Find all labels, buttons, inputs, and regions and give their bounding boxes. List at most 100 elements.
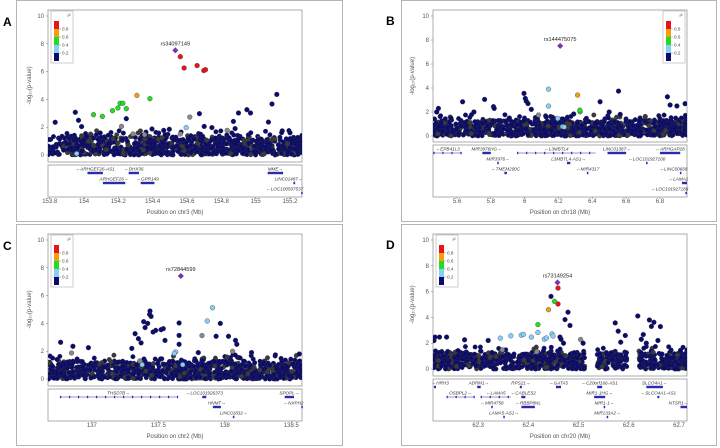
snp-point: [661, 112, 667, 118]
snp-point: [644, 362, 650, 368]
gene-label: LAMA5-AS1→: [489, 411, 519, 416]
gene-label: ←SLCO4A1-AS1: [641, 391, 677, 396]
snp-point: [252, 360, 258, 366]
legend-swatch: [439, 253, 444, 261]
snp-point: [433, 357, 436, 363]
snp-point: [433, 353, 437, 359]
gene-exon: [482, 151, 491, 155]
gene-exon: [86, 395, 89, 399]
x-tick-label: 6.2: [554, 199, 563, 205]
y-axis-label: -log₁₀(p-value): [410, 57, 416, 95]
snp-point: [500, 354, 506, 359]
gene-mir4317: ←MIR4317: [576, 167, 600, 175]
gene-exon: [580, 151, 582, 155]
snp-point: [591, 112, 597, 118]
snp-point: [436, 358, 441, 363]
snp-point-r2-0: [230, 118, 236, 124]
snp-point: [433, 129, 437, 135]
snp-point: [227, 138, 233, 143]
snp-point: [88, 131, 93, 137]
snp-point: [257, 367, 263, 373]
snp-point: [194, 374, 200, 380]
snp-point: [261, 151, 267, 157]
x-tick-label: 137: [87, 423, 98, 429]
snp-point: [158, 356, 164, 362]
snp-point: [91, 142, 96, 148]
lead-snp-marker: [554, 279, 561, 286]
snp-point: [239, 367, 245, 373]
snp-point: [442, 116, 448, 122]
gene-exon: [680, 405, 687, 409]
gene-l3mbtl4: ←L3MBTL4: [517, 147, 596, 155]
snp-point-r2-0: [667, 102, 673, 108]
legend-label: 0.4: [62, 267, 69, 272]
snp-point: [541, 355, 547, 361]
snp-point-r2-0: [196, 111, 202, 117]
snp-point: [172, 363, 178, 369]
panel-frame: [401, 224, 717, 446]
snp-point: [551, 132, 557, 138]
snp-point: [92, 360, 98, 366]
y-tick-label: 0: [41, 377, 45, 383]
snp-point-r2-0-6: [575, 92, 581, 98]
panel-letter: A: [3, 15, 12, 29]
snp-point: [91, 355, 97, 361]
y-tick-label: 6: [426, 290, 430, 296]
snp-point: [202, 376, 208, 382]
snp-point-r2-0-4: [551, 298, 558, 304]
x-tick-label: 155: [251, 199, 262, 205]
gene-label: ARHGEF26→: [99, 177, 129, 182]
snp-point: [209, 137, 215, 143]
legend-swatch: [54, 269, 59, 277]
snp-point-na: [142, 132, 148, 138]
snp-point: [567, 133, 573, 139]
snp-point-na: [130, 131, 136, 137]
snp-point: [548, 344, 554, 350]
snp-point: [635, 123, 641, 129]
snp-point: [599, 131, 605, 137]
snp-point: [277, 373, 283, 379]
snp-point: [284, 364, 290, 370]
snp-point: [228, 368, 234, 374]
y-tick-label: 2: [41, 125, 45, 131]
snp-point-r2-0: [612, 320, 618, 326]
snp-point-r2-0: [132, 331, 138, 337]
snp-point: [125, 375, 131, 380]
snp-point: [116, 128, 122, 134]
snp-point: [127, 150, 133, 156]
legend-swatch: [54, 53, 59, 61]
snp-point: [517, 114, 523, 120]
snp-point: [58, 363, 64, 369]
snp-point-r2-0: [622, 332, 628, 339]
snp-point-r2-0-4: [99, 113, 105, 119]
x-tick-label: 6.4: [588, 199, 597, 205]
snp-point: [659, 351, 665, 357]
snp-point: [89, 370, 95, 376]
snp-point: [248, 152, 254, 158]
snp-point-r2-0: [580, 340, 586, 346]
snp-point: [84, 142, 90, 148]
gene-exon: [460, 151, 462, 155]
snp-point-r2-0-2: [543, 335, 549, 341]
legend-label: 0.2: [447, 275, 454, 280]
snp-point: [160, 140, 166, 146]
legend-label: 0.2: [674, 51, 681, 56]
snp-point-r2-0: [149, 126, 155, 132]
y-tick-label: 4: [41, 321, 45, 327]
gene-rps21: RPS21→: [511, 381, 530, 389]
legend-swatch: [54, 37, 59, 45]
snp-point: [506, 352, 512, 358]
snp-point: [216, 359, 222, 365]
snp-point: [101, 134, 107, 140]
snp-point-r2-0: [97, 130, 103, 136]
snp-point: [152, 356, 158, 362]
gene-exon: [451, 151, 453, 155]
snp-point: [109, 371, 115, 377]
snp-point: [630, 123, 636, 129]
snp-point: [144, 145, 150, 151]
snp-point-r2-0: [72, 109, 78, 115]
snp-point: [664, 352, 670, 358]
snp-point: [455, 348, 461, 354]
snp-point: [595, 347, 601, 353]
snp-point-na: [535, 112, 542, 118]
